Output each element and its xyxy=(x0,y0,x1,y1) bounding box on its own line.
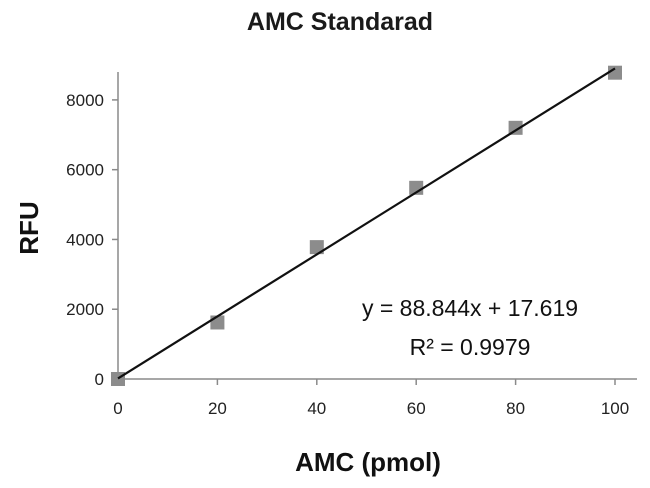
r-squared-label: R² = 0.9979 xyxy=(410,334,531,360)
data-point-2 xyxy=(309,240,324,255)
x-tick-label-5: 100 xyxy=(601,399,629,418)
x-tick-label-2: 40 xyxy=(307,399,326,418)
x-tick-label-3: 60 xyxy=(407,399,426,418)
plot-area: 0 2000 4000 6000 8000 0 20 40 60 80 100 xyxy=(66,65,637,418)
trendline-equation: y = 88.844x + 17.619 xyxy=(362,295,578,321)
y-tick-label-0: 0 xyxy=(95,370,104,389)
y-tick-label-4: 8000 xyxy=(66,91,104,110)
x-axis-title: AMC (pmol) xyxy=(295,447,441,477)
x-tick-label-0: 0 xyxy=(113,399,122,418)
x-tick-label-4: 80 xyxy=(506,399,525,418)
trendline xyxy=(117,67,616,380)
x-tick-label-1: 20 xyxy=(208,399,227,418)
y-tick-label-1: 2000 xyxy=(66,300,104,319)
y-axis-title: RFU xyxy=(14,201,44,254)
y-tick-label-3: 6000 xyxy=(66,161,104,180)
data-point-5 xyxy=(608,65,622,80)
chart-title: AMC Standarad xyxy=(247,8,433,36)
y-tick-label-2: 4000 xyxy=(66,230,104,249)
